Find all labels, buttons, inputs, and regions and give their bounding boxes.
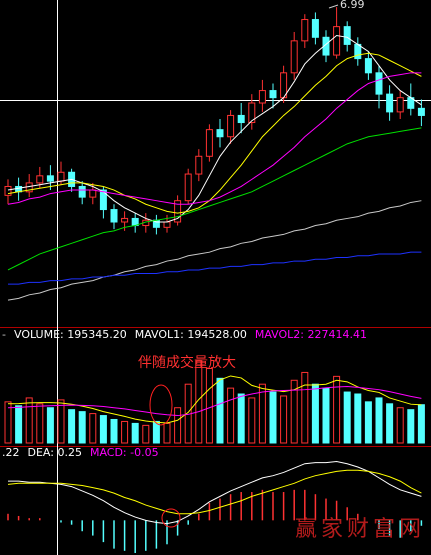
indicator-line (8, 251, 422, 285)
volume-bar (280, 395, 288, 444)
volume-bar (205, 368, 213, 444)
volume-bar (174, 407, 182, 444)
candle-body (4, 185, 12, 196)
volume-bar (57, 399, 65, 444)
candle-body (386, 93, 394, 113)
candle-body (216, 129, 224, 138)
volume-bar (290, 379, 298, 444)
volume-bar (163, 422, 171, 444)
volume-bar (152, 420, 160, 444)
candle-body (237, 114, 245, 124)
volume-bar (301, 371, 309, 444)
indicator-line (7, 200, 422, 301)
volume-bar (99, 415, 107, 444)
candle-body (311, 19, 319, 38)
volume-bar (343, 391, 351, 444)
indicator-line (8, 461, 422, 525)
indicator-line (7, 34, 422, 223)
legend-entry: .22 (2, 446, 20, 459)
volume-bar (142, 424, 150, 444)
highlight-ellipse (149, 384, 173, 426)
volume-bar (407, 409, 415, 444)
indicator-line (7, 127, 422, 271)
candle-body (322, 36, 330, 56)
indicator-line (7, 52, 422, 214)
high-label: 6.99 (340, 0, 365, 11)
volume-bar (311, 383, 319, 444)
volume-bar (36, 403, 44, 444)
volume-bar (78, 411, 86, 444)
candle-body (343, 26, 351, 45)
volume-bar (4, 401, 12, 444)
candle-body (57, 171, 65, 182)
candle-body (248, 102, 256, 124)
indicator-line (7, 386, 422, 417)
candle-body (290, 40, 298, 74)
legend-entry: DEA: 0.25 (28, 446, 82, 459)
candle-body (174, 200, 182, 223)
volume-bar (195, 360, 203, 444)
volume-bar (46, 407, 54, 444)
volume-bar (417, 404, 425, 444)
volume-bar (25, 397, 33, 444)
highlight-circle (161, 508, 181, 528)
candle-body (184, 173, 192, 202)
volume-bar (364, 401, 372, 444)
volume-bar (68, 409, 76, 444)
volume-bar (333, 375, 341, 444)
volume-bar (322, 387, 330, 444)
legend-entry: MAVOL2: 227414.41 (255, 328, 367, 341)
candle-body (333, 26, 341, 56)
candle-body (354, 43, 362, 60)
volume-bar (237, 393, 245, 444)
volume-bar (386, 403, 394, 444)
candle-body (36, 175, 44, 184)
volume-bar (227, 387, 235, 444)
watermark: 赢家财富网 (295, 517, 425, 542)
volume-bar (15, 405, 23, 444)
candle-body (195, 155, 203, 175)
volume-bar (131, 422, 139, 444)
candle-body (417, 107, 425, 116)
candle-body (121, 217, 129, 223)
volume-bar (269, 391, 277, 444)
candle-body (301, 19, 309, 42)
volume-bar (258, 383, 266, 444)
candle-body (46, 175, 54, 182)
volume-bar (216, 377, 224, 444)
volume-bar (89, 413, 97, 444)
indicator-line (7, 469, 422, 515)
annotation: 伴随成交量放大 (138, 354, 236, 371)
candle-body (227, 114, 235, 138)
volume-bar (121, 420, 129, 444)
candle-body (364, 58, 372, 74)
volume-bar (375, 397, 383, 444)
legend-entry: VOLUME: 195345.20 (14, 328, 127, 341)
candle-body (163, 221, 171, 228)
volume-bar (396, 407, 404, 444)
candle-body (99, 189, 107, 211)
legend-entry: MAVOL1: 194528.00 (135, 328, 247, 341)
candle-body (375, 72, 383, 95)
volume-bar (354, 393, 362, 444)
candle-body (78, 185, 86, 198)
candle-body (110, 209, 118, 223)
candle-body (89, 189, 97, 198)
legend-entry: - (2, 328, 6, 341)
candle-body (396, 97, 404, 113)
legend-entry: MACD: -0.05 (90, 446, 159, 459)
high-pointer (328, 4, 339, 9)
candle-body (269, 90, 277, 99)
volume-bar (110, 418, 118, 444)
indicator-line (7, 72, 422, 205)
volume-bar (248, 397, 256, 444)
candle-body (205, 129, 213, 157)
candle-body (258, 90, 266, 104)
